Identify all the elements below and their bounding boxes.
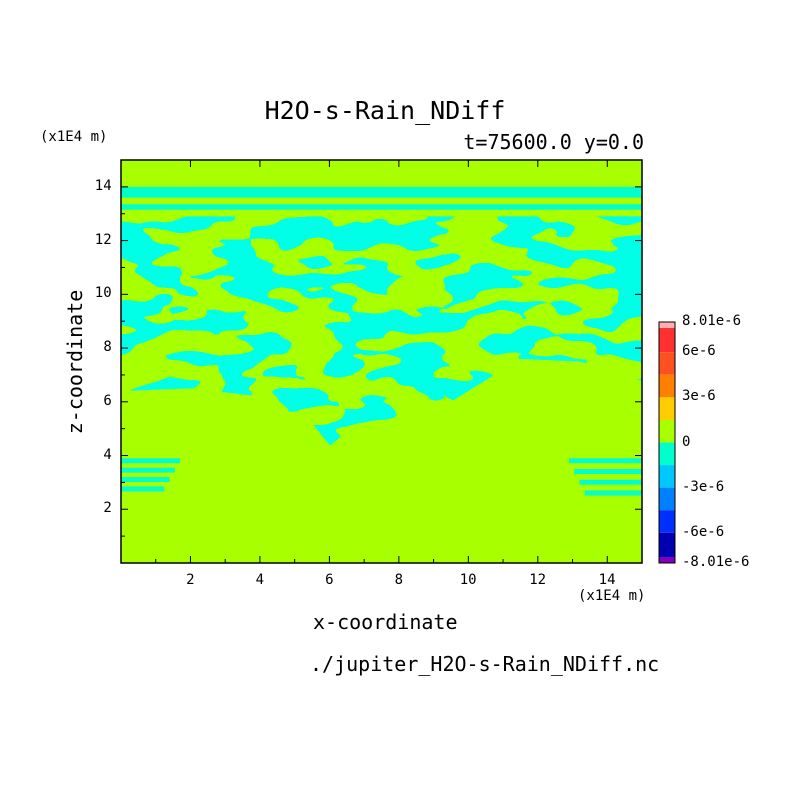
y-unit-label: (x1E4 m): [40, 129, 108, 145]
x-tick-label: 6: [325, 572, 334, 588]
x-axis-label: x-coordinate: [313, 610, 458, 634]
colorbar-tick-label: 6e-6: [682, 343, 716, 360]
band-0: [121, 186, 642, 198]
colorbar-level: [659, 397, 675, 420]
colorbar-frame: [658, 321, 676, 564]
source-file-label: ./jupiter_H2O-s-Rain_NDiff.nc: [310, 652, 660, 676]
colorbar-top-cap: [659, 322, 675, 328]
y-tick-label: 6: [103, 392, 112, 409]
y-tick-label: 12: [94, 231, 112, 248]
colorbar-level: [659, 442, 675, 466]
colorbar-bottom-cap: [659, 557, 675, 563]
colorbar-tick-label: 3e-6: [682, 388, 716, 405]
right-patch-stripe: [569, 458, 642, 464]
colorbar-level: [659, 352, 675, 375]
x-tick-label: 4: [255, 572, 265, 588]
colorbar-level: [659, 465, 675, 488]
right-patch: [569, 458, 642, 496]
y-axis-label: z-coordinate: [63, 289, 87, 435]
colorbar-level: [659, 510, 675, 533]
right-patch-stripe: [584, 490, 642, 496]
colorbar-tick-label: 0: [682, 433, 691, 450]
chart-title: H2O-s-Rain_NDiff: [264, 96, 506, 125]
y-tick-label: 10: [94, 285, 112, 302]
x-tick-label: 2: [186, 572, 195, 588]
left-patch-stripe: [121, 467, 175, 473]
colorbar-level: [659, 532, 675, 563]
colorbar-tick-label: -6e-6: [682, 523, 725, 540]
colorbar-level: [659, 487, 675, 511]
left-patch-stripe: [121, 458, 181, 464]
colorbar: [658, 321, 676, 564]
plot-frame: [120, 159, 643, 564]
x-tick-label: 12: [529, 572, 547, 588]
x-tick-label: 10: [459, 572, 477, 588]
colorbar-tick-label: 8.01e-6: [682, 313, 742, 329]
colorbar-tick-label: -8.01e-6: [682, 554, 750, 570]
turbulent-field: [121, 160, 642, 563]
bands-layer: [121, 186, 642, 210]
patches-layer: [121, 458, 642, 496]
y-tick-label: 2: [103, 500, 112, 517]
right-patch-stripe: [574, 468, 642, 474]
left-patch-stripe: [121, 486, 165, 492]
colorbar-level: [659, 419, 675, 443]
x-tick-label: 14: [598, 572, 616, 588]
colorbar-level: [659, 328, 675, 353]
left-patch: [121, 458, 181, 492]
y-tick-label: 8: [103, 339, 112, 356]
x-tick-label: 8: [394, 572, 403, 588]
right-patch-stripe: [579, 479, 642, 485]
y-tick-label: 4: [103, 446, 112, 463]
chart-subtitle: t=75600.0 y=0.0: [463, 130, 644, 154]
y-tick-label: 14: [94, 177, 112, 194]
colorbar-level: [659, 374, 675, 398]
x-unit-label: (x1E4 m): [578, 588, 646, 604]
left-patch-stripe: [121, 477, 170, 483]
band-1: [121, 204, 642, 210]
colorbar-tick-label: -3e-6: [682, 478, 725, 495]
ticks-layer: [121, 160, 642, 563]
